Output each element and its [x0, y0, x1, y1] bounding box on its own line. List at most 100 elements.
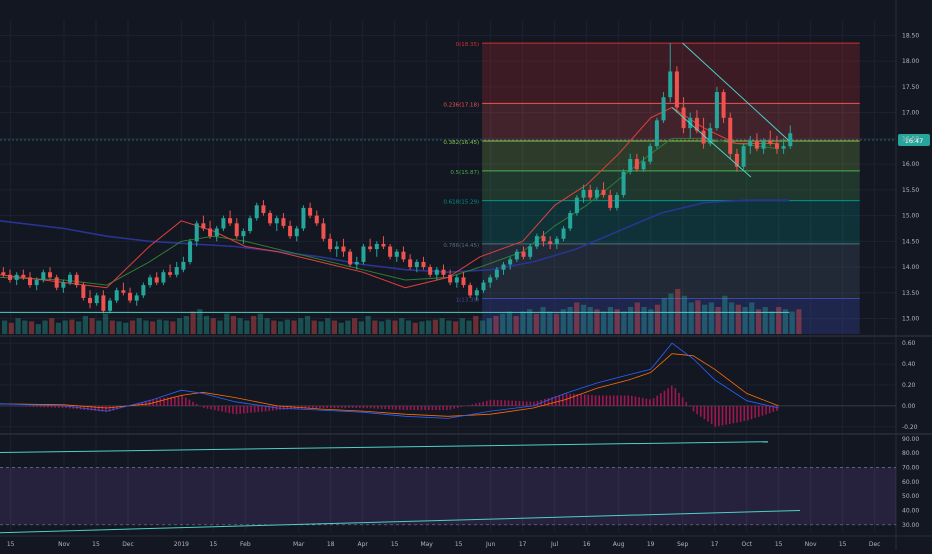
volume-bar [715, 307, 720, 334]
volume-bar [628, 307, 633, 334]
macd-histogram-bar [51, 406, 53, 408]
macd-histogram-bar [606, 395, 608, 405]
macd-histogram-bar [504, 400, 506, 406]
macd-histogram-bar [406, 406, 408, 410]
candle-body [355, 262, 359, 265]
fib-level-label: 0.618(15.29) [443, 200, 479, 206]
candle-body [315, 216, 319, 224]
candle-body [782, 146, 786, 149]
macd-histogram-bar [682, 397, 684, 405]
volume-bar [736, 305, 741, 334]
macd-histogram-bar [410, 406, 412, 410]
candle-body [648, 146, 652, 161]
macd-histogram-bar [519, 401, 521, 406]
macd-histogram-bar [747, 406, 749, 420]
macd-histogram-bar [511, 401, 513, 406]
macd-histogram-bar [181, 395, 183, 405]
candle-body [468, 285, 472, 295]
macd-histogram-bar [439, 406, 441, 410]
volume-bar [776, 307, 781, 334]
volume-bar [756, 309, 761, 334]
macd-histogram-bar [207, 406, 209, 409]
macd-histogram-bar [620, 395, 622, 405]
volume-bar [83, 316, 88, 334]
macd-histogram-bar [174, 396, 176, 405]
volume-bar [520, 312, 525, 335]
volume-bar [130, 321, 135, 335]
macd-histogram-bar [751, 406, 753, 419]
macd-histogram-bar [627, 395, 629, 405]
macd-histogram-bar [239, 406, 241, 414]
volume-bar [96, 321, 101, 335]
macd-histogram-bar [522, 401, 524, 406]
candle-body [155, 277, 159, 282]
time-axis-tick-label: Dec [869, 541, 881, 548]
volume-bar [265, 318, 270, 334]
candle-body [742, 146, 746, 167]
candle-body [755, 141, 759, 149]
volume-bar [365, 316, 370, 334]
macd-histogram-bar [704, 406, 706, 419]
volume-bar [190, 312, 195, 335]
candle-body [95, 295, 99, 303]
candle-body [161, 272, 165, 282]
macd-histogram-bar [345, 406, 347, 408]
candle-body [768, 141, 772, 144]
candle-body [508, 259, 512, 264]
candle-body [141, 285, 145, 295]
macd-histogram-bar [22, 406, 24, 407]
volume-bar [231, 316, 236, 334]
volume-bar [702, 305, 707, 334]
candle-body [1, 272, 5, 275]
volume-bar [76, 321, 81, 334]
volume-bar [312, 321, 317, 335]
time-axis-tick-label: 15 [455, 541, 463, 548]
candle-body [68, 275, 72, 283]
volume-bar [42, 321, 47, 335]
fib-level-label: 0.786(14.45) [443, 243, 479, 249]
volume-bar [588, 307, 593, 334]
volume-bar [621, 312, 626, 335]
candle-body [568, 213, 572, 228]
macd-histogram-bar [363, 406, 365, 408]
volume-bar [689, 303, 694, 335]
macd-histogram-bar [243, 406, 245, 414]
fib-level-label: 0.382(16.45) [443, 140, 479, 146]
volume-bar [662, 298, 667, 334]
volume-bar [601, 312, 606, 335]
macd-histogram-bar [355, 406, 357, 408]
time-axis-tick-label: 15 [92, 541, 100, 548]
macd-histogram-bar [352, 406, 354, 408]
volume-bar [796, 309, 801, 334]
macd-histogram-bar [232, 406, 234, 414]
macd-histogram-bar [646, 399, 648, 406]
volume-bar [440, 318, 445, 334]
candle-body [261, 205, 265, 213]
macd-histogram-bar [359, 406, 361, 408]
macd-axis-tick-label: 0.00 [902, 403, 916, 410]
rsi-axis-tick-label: 50.00 [902, 493, 919, 500]
candle-body [21, 275, 25, 278]
macd-histogram-bar [25, 406, 27, 407]
volume-bar [2, 321, 7, 335]
macd-histogram-bar [424, 406, 426, 410]
volume-bar [244, 321, 249, 335]
volume-bar [507, 312, 512, 335]
candle-body [295, 228, 299, 236]
macd-histogram-bar [29, 406, 31, 407]
volume-bar [224, 314, 229, 334]
time-axis-tick-label: Sep [677, 541, 689, 548]
candle-body [188, 241, 192, 262]
candle-body [408, 259, 412, 267]
macd-histogram-bar [529, 402, 531, 406]
volume-bar [238, 318, 243, 334]
candle-body [208, 228, 212, 236]
time-axis-tick-label: 15 [391, 541, 399, 548]
volume-bar [675, 289, 680, 334]
fibonacci-retracement[interactable]: 0(18.35)0.236(17.18)0.382(16.45)0.5(15.8… [443, 42, 859, 334]
macd-histogram-bar [432, 406, 434, 410]
macd-histogram-bar [381, 406, 383, 409]
macd-histogram-bar [163, 398, 165, 406]
